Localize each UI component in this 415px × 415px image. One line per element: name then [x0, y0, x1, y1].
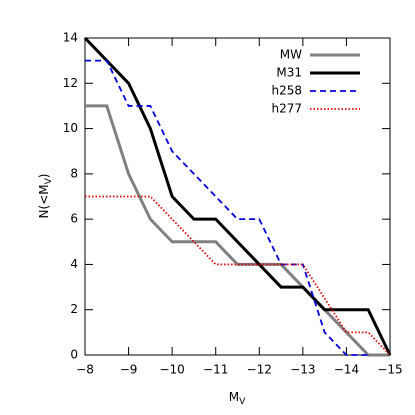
- legend-label: h277: [271, 102, 302, 116]
- series-line: [85, 59, 369, 356]
- y-tick-label: 12: [63, 76, 78, 90]
- x-tick-label: −13: [290, 363, 315, 377]
- legend-label: M31: [276, 66, 302, 80]
- x-tick-label: −8: [76, 363, 94, 377]
- y-axis-label: N(<MV): [37, 174, 54, 219]
- y-tick-label: 14: [63, 31, 78, 45]
- legend-label: MW: [280, 48, 302, 62]
- x-axis-label-sub: V: [239, 397, 246, 407]
- x-tick-label: −10: [159, 363, 184, 377]
- y-axis-label-sub: V: [44, 177, 54, 184]
- series-line: [83, 36, 392, 356]
- y-tick-label: 4: [70, 257, 78, 271]
- y-axis-label-end: ): [37, 174, 51, 179]
- y-tick-label: 8: [70, 166, 78, 180]
- legend-label: h258: [271, 84, 302, 98]
- x-tick-label: −14: [334, 363, 359, 377]
- x-axis-label: MV: [229, 390, 246, 407]
- y-tick-label: 2: [70, 302, 78, 316]
- y-tick-label: 0: [70, 348, 78, 362]
- x-tick-label: −12: [247, 363, 272, 377]
- x-tick-label: −15: [377, 363, 402, 377]
- y-tick-label: 10: [63, 121, 78, 135]
- x-axis-label-main: M: [229, 390, 239, 404]
- x-tick-label: −9: [120, 363, 138, 377]
- series-line: [85, 104, 390, 357]
- y-tick-label: 6: [70, 212, 78, 226]
- y-axis-label-main: N(<M: [37, 184, 51, 218]
- x-tick-label: −11: [203, 363, 228, 377]
